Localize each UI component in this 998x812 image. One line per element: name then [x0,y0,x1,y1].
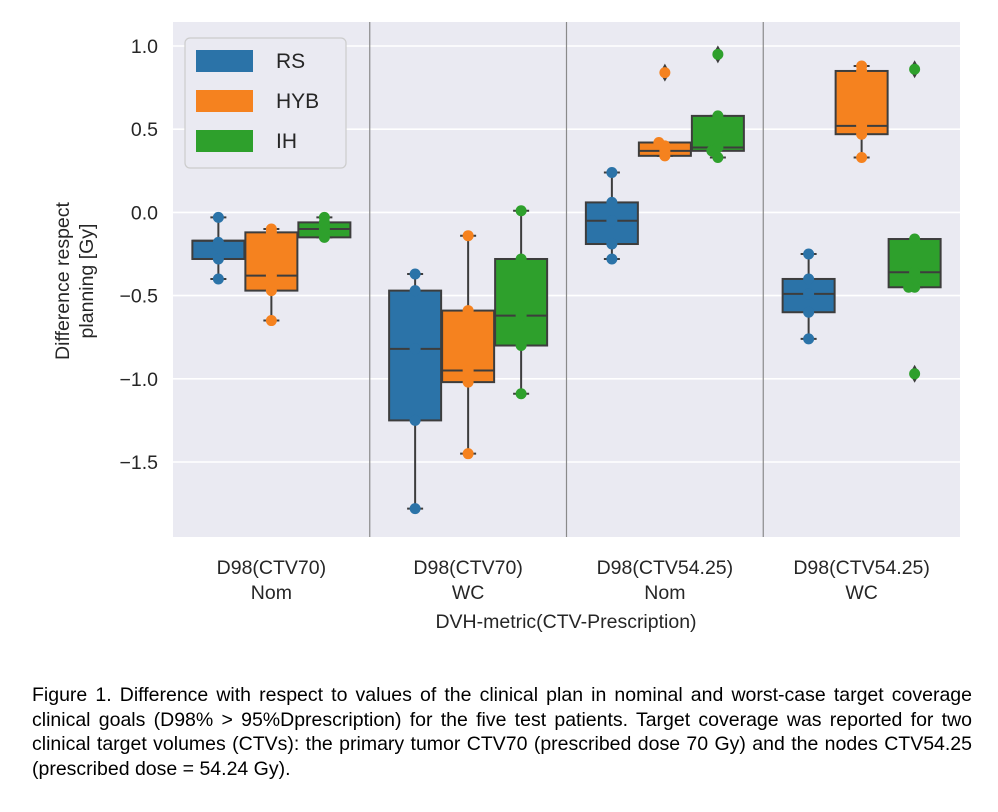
y-axis-label-line2: planning [Gy] [76,224,98,339]
data-point [653,137,665,149]
data-point [712,48,724,60]
legend: RS HYB IH [184,37,347,169]
y-tick-label: 0.0 [131,202,158,224]
y-tick-label: 0.5 [131,119,158,141]
box-RS-2 [388,268,443,515]
box-RS-4 [781,248,836,345]
box-IH-4 [887,60,942,383]
data-point [212,211,224,223]
data-point [606,238,618,250]
data-point [909,368,921,380]
x-tick-label: WC [845,582,878,604]
data-point [909,266,921,278]
x-tick-label: WC [452,582,485,604]
box-HYB-3 [637,63,692,162]
legend-swatch [196,90,253,112]
x-axis-label: DVH-metric(CTV-Prescription) [435,611,696,633]
legend-label: RS [276,50,305,73]
data-point [409,343,421,355]
box-series [191,45,942,515]
box-RS-1 [191,211,246,285]
y-tick-labels: 1.0 0.5 0.0 −0.5 −1.0 −1.5 [120,36,159,474]
data-point [409,414,421,426]
box-RS-3 [584,166,639,265]
data-point [265,285,277,297]
x-tick-labels: D98(CTV70) Nom D98(CTV70) WC D98(CTV54.25) No… [217,557,930,604]
legend-swatch [196,50,253,72]
data-point [462,448,474,460]
data-point [409,285,421,297]
data-point [515,253,527,265]
data-point [909,63,921,75]
legend-swatch [196,130,253,152]
data-point [606,253,618,265]
data-point [212,240,224,252]
data-point [606,215,618,227]
data-point [659,67,671,79]
data-point [265,270,277,282]
data-point [515,388,527,400]
y-tick-label: −1.5 [120,452,159,474]
category-separators [369,22,764,537]
figure-caption: Figure 1. Difference with respect to val… [32,684,972,780]
data-point [606,166,618,178]
y-axis-label-line1: Difference respect [52,201,74,359]
data-point [212,273,224,285]
data-point [856,65,868,77]
data-point [803,248,815,260]
box-plot-chart: 1.00.50.0−0.5−1.0−1.5 D98(CTV70)NomD98(C… [52,22,960,633]
box-IH-1 [297,211,352,243]
data-point [909,233,921,245]
box-HYB-2 [441,230,496,460]
box-IH-3 [690,45,745,163]
data-point [212,253,224,265]
box-body [244,231,299,292]
y-tick-label: 1.0 [131,36,158,58]
data-point [803,288,815,300]
x-tick-label: D98(CTV54.25) [793,557,930,579]
data-point [265,315,277,327]
x-tick-label: D98(CTV54.25) [597,557,734,579]
box-body [388,289,443,422]
box-HYB-1 [244,223,299,327]
data-point [462,230,474,242]
data-point [318,231,330,243]
box-IH-2 [494,205,549,400]
x-tick-label: Nom [644,582,685,604]
y-tick-label: −1.0 [120,369,159,391]
data-point [856,120,868,132]
data-point [462,305,474,317]
data-point [903,281,915,293]
data-point [515,340,527,352]
data-point [712,110,724,122]
data-point [462,364,474,376]
box-body [494,257,549,347]
data-point [409,268,421,280]
data-point [462,376,474,388]
data-point [712,123,724,135]
box-HYB-4 [834,60,889,163]
x-tick-label: D98(CTV70) [217,557,326,579]
data-point [803,306,815,318]
x-tick-label: Nom [251,582,292,604]
box-body [887,238,942,289]
data-point [803,333,815,345]
data-point [856,128,868,140]
data-point [409,503,421,515]
data-point [856,151,868,163]
data-point [712,151,724,163]
x-tick-label: D98(CTV70) [413,557,522,579]
legend-label: HYB [276,90,319,113]
y-tick-label: −0.5 [120,286,159,308]
data-point [515,310,527,322]
data-point [803,273,815,285]
data-point [265,226,277,238]
data-point [606,196,618,208]
legend-label: IH [276,130,297,153]
data-point [515,205,527,217]
